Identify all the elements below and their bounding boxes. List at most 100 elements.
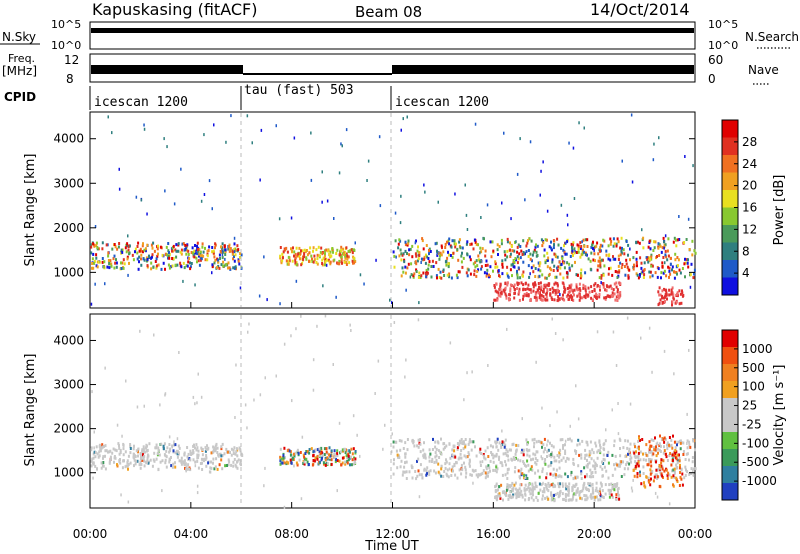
echo-cell xyxy=(456,276,459,280)
echo-cell xyxy=(534,461,537,465)
echo-cell xyxy=(528,487,531,491)
echo-cell xyxy=(533,248,536,252)
echo-cell xyxy=(575,450,578,453)
echo-cell xyxy=(688,458,690,462)
echo-cell xyxy=(187,452,190,456)
echo-cell xyxy=(469,473,472,477)
echo-cell xyxy=(190,453,192,456)
echo-cell xyxy=(515,496,518,500)
echo-cell xyxy=(532,493,534,497)
echo-cell xyxy=(347,255,350,259)
echo-cell xyxy=(499,294,502,298)
echo-cell xyxy=(531,483,534,487)
echo-cell xyxy=(609,237,612,241)
echo-cell xyxy=(601,258,604,262)
echo-cell xyxy=(684,261,687,265)
echo-cell xyxy=(96,452,99,456)
echo-cell xyxy=(687,258,689,262)
echo-cell xyxy=(353,456,355,460)
echo-cell xyxy=(553,459,556,463)
echo-cell xyxy=(419,450,422,454)
echo-cell xyxy=(655,473,658,477)
echo-cell xyxy=(341,456,344,460)
echo-cell xyxy=(691,253,694,257)
echo-cell xyxy=(551,258,554,262)
echo-cell xyxy=(443,442,446,446)
echo-cell xyxy=(140,249,142,253)
echo-cell xyxy=(620,475,623,478)
echo-cell xyxy=(550,296,553,300)
echo-cell xyxy=(175,449,178,453)
echo-cell xyxy=(533,295,536,299)
echo-cell xyxy=(636,455,639,459)
echo-cell xyxy=(575,273,578,277)
echo-cell xyxy=(534,484,537,488)
echo-cell xyxy=(425,469,428,473)
echo-cell xyxy=(217,264,220,268)
echo-cell xyxy=(532,264,535,268)
echo-cell xyxy=(678,302,681,306)
echo-cell xyxy=(204,258,207,262)
echo-noise xyxy=(146,212,148,216)
echo-cell xyxy=(570,288,573,292)
echo-cell xyxy=(579,241,582,245)
echo-cell xyxy=(489,240,492,244)
echo-cell xyxy=(598,285,601,289)
echo-cell xyxy=(281,461,284,465)
cpid-segment-2: tau (fast) 503 xyxy=(244,83,354,98)
echo-cell xyxy=(500,445,503,449)
echo-cell xyxy=(647,463,650,467)
echo-cell xyxy=(135,459,138,463)
echo-noise xyxy=(663,349,666,353)
echo-cell xyxy=(532,498,535,502)
echo-cell xyxy=(499,283,502,287)
echo-cell xyxy=(648,450,650,454)
echo-cell xyxy=(525,294,528,298)
echo-cell xyxy=(468,453,471,457)
echo-cell xyxy=(344,256,347,260)
echo-cell xyxy=(666,477,669,480)
echo-cell xyxy=(675,271,678,274)
echo-cell xyxy=(544,297,547,301)
echo-noise xyxy=(617,432,620,436)
echo-cell xyxy=(113,266,116,270)
echo-cell xyxy=(294,261,297,265)
echo-cell xyxy=(506,471,509,475)
echo-cell xyxy=(137,454,139,458)
echo-noise xyxy=(692,164,694,168)
power-frame xyxy=(89,111,696,309)
echo-cell xyxy=(279,455,282,459)
echo-cell xyxy=(192,449,195,453)
nsearch-label: N.Search xyxy=(745,30,799,44)
echo-cell xyxy=(452,444,455,448)
echo-cell xyxy=(635,261,638,264)
echo-cell xyxy=(174,248,177,252)
echo-cell xyxy=(324,252,326,256)
echo-cell xyxy=(648,440,651,444)
colorbar-swatch xyxy=(722,120,738,138)
echo-cell xyxy=(589,484,592,488)
echo-noise xyxy=(208,179,211,183)
echo-cell xyxy=(590,496,593,500)
echo-cell xyxy=(403,260,406,264)
echo-cell xyxy=(457,457,460,461)
echo-cell xyxy=(426,255,429,259)
echo-noise xyxy=(692,469,694,473)
echo-cell xyxy=(152,241,155,245)
echo-noise xyxy=(350,329,352,332)
echo-cell xyxy=(402,252,405,256)
echo-cell xyxy=(454,473,457,477)
velocity-colorbar-label: Velocity [m s⁻¹] xyxy=(772,365,787,466)
echo-cell xyxy=(580,456,583,460)
echo-cell xyxy=(676,272,678,276)
echo-cell xyxy=(332,250,334,254)
echo-cell xyxy=(554,292,557,296)
echo-cell xyxy=(579,296,582,300)
echo-cell xyxy=(524,498,527,502)
echo-cell xyxy=(604,439,607,443)
echo-cell xyxy=(599,288,601,292)
echo-cell xyxy=(537,282,540,285)
echo-cell xyxy=(392,472,395,476)
